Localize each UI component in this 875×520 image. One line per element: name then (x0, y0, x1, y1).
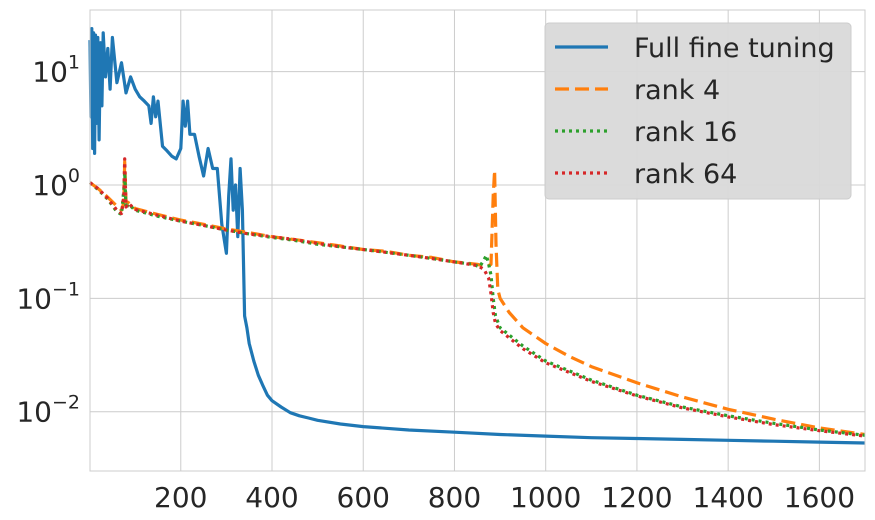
legend-label: rank 4 (634, 75, 720, 106)
series-lines (88, 27, 866, 445)
y-tick-label: 10−2 (16, 392, 80, 429)
x-tick-label: 800 (428, 481, 481, 514)
y-tick-base: 10 (32, 56, 68, 89)
y-tick-exponent: 0 (68, 165, 80, 187)
y-tick-label: 10−1 (16, 278, 80, 315)
legend: Full fine tuning rank 4 rank 16 rank 64 (544, 22, 852, 200)
x-tick-label: 1600 (784, 481, 855, 514)
y-tick-exponent: −2 (52, 392, 80, 414)
x-tick-label: 1000 (510, 481, 581, 514)
x-tick-label: 1400 (693, 481, 764, 514)
y-tick-label: 101 (32, 52, 80, 89)
y-tick-label: 100 (32, 165, 80, 202)
series-line-rank-64 (89, 157, 866, 438)
x-tick-label: 1200 (601, 481, 672, 514)
y-tick-exponent: 1 (68, 52, 80, 74)
x-tick-label: 400 (245, 481, 298, 514)
x-tick-label: 200 (154, 481, 207, 514)
series-line-full-fine-tuning (88, 27, 866, 445)
y-tick-base: 10 (16, 396, 52, 429)
y-tick-base: 10 (32, 169, 68, 202)
x-tick-label: 600 (337, 481, 390, 514)
y-tick-base: 10 (16, 282, 52, 315)
legend-label: Full fine tuning (634, 33, 835, 64)
y-tick-exponent: −1 (52, 278, 80, 300)
legend-label: rank 16 (634, 117, 737, 148)
x-axis-ticks: 200 400 600 800 1000 1200 1400 1600 (154, 481, 855, 514)
plot-frame (89, 9, 866, 472)
legend-box (544, 22, 852, 200)
legend-label: rank 64 (634, 159, 737, 190)
